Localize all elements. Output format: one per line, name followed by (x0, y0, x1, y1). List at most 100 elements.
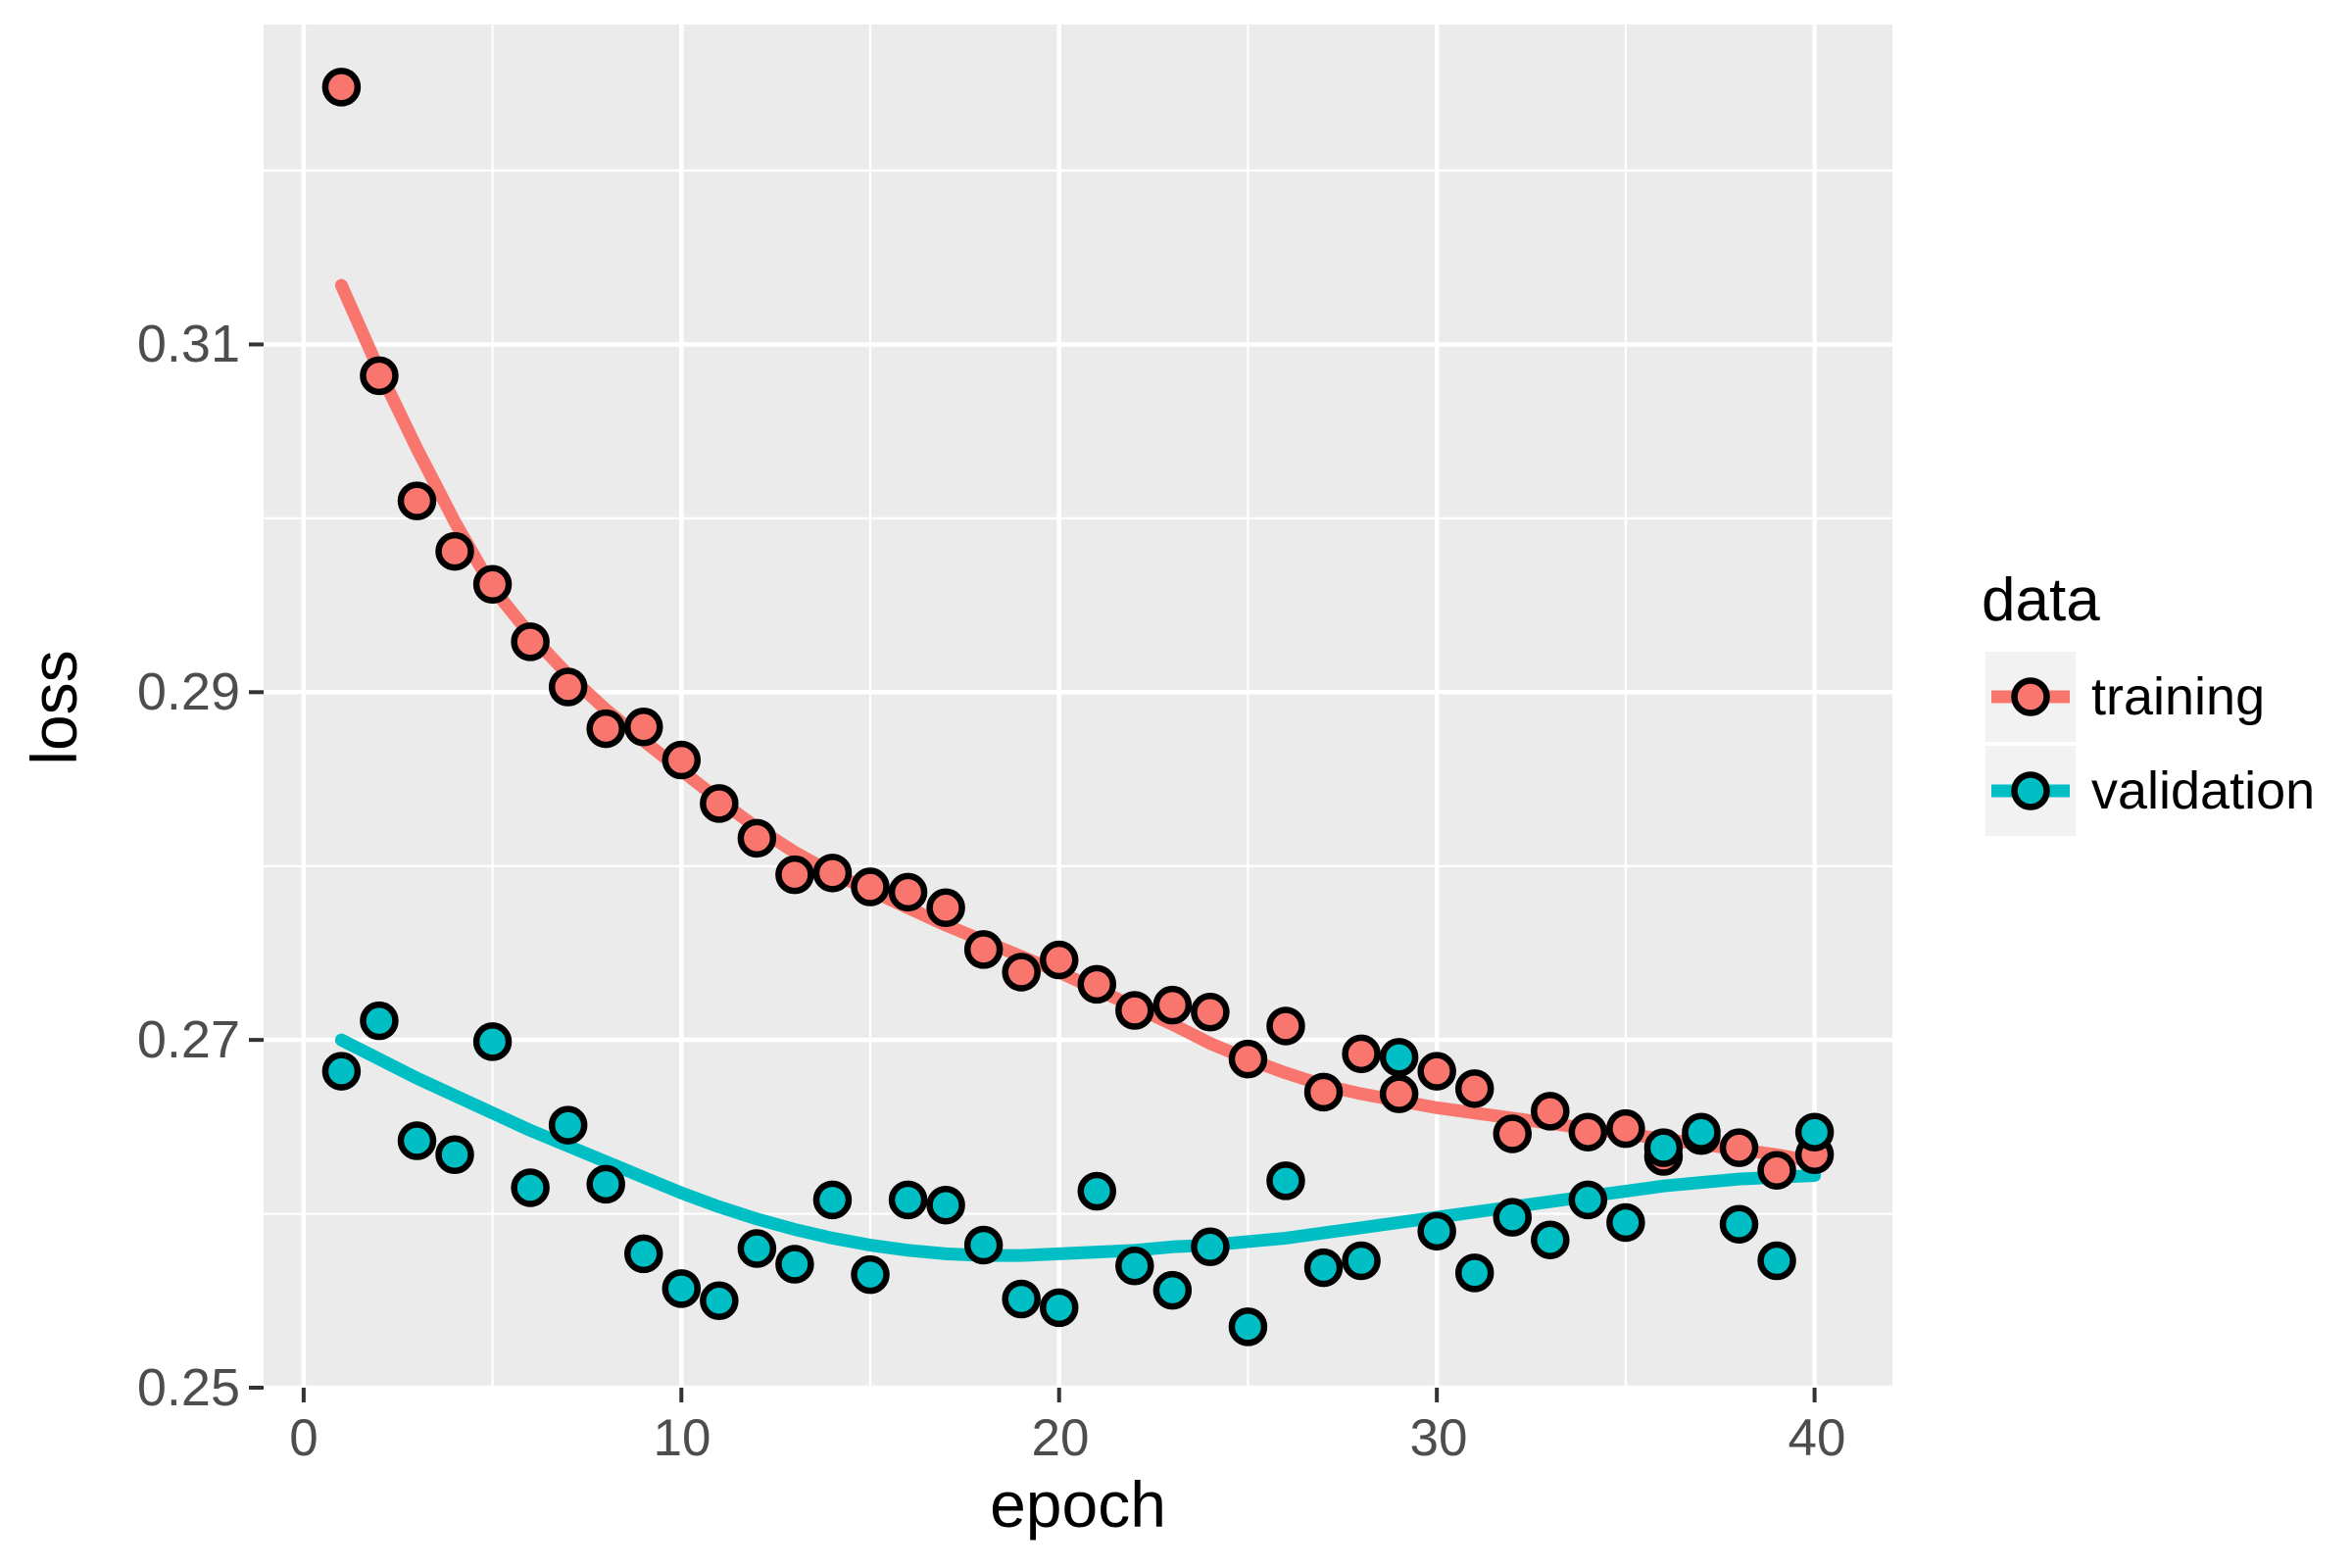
y-tick-label: 0.31 (136, 315, 240, 373)
training-point (1039, 940, 1079, 980)
validation-point (1152, 1270, 1193, 1310)
validation-point (511, 1168, 550, 1207)
training-point (1303, 1072, 1344, 1112)
minor-gridlines (264, 24, 1892, 1388)
training-point (1191, 993, 1230, 1032)
training-point (472, 564, 513, 605)
axis-ticks (249, 342, 1817, 1402)
training-point (1719, 1128, 1759, 1167)
training-point (775, 855, 814, 895)
training-point (812, 854, 853, 893)
validation-point (812, 1180, 853, 1220)
validation-point (321, 1052, 362, 1091)
validation-point (926, 1185, 965, 1225)
validation-point (851, 1254, 890, 1295)
validation-point (1039, 1288, 1079, 1328)
training-point (1342, 1034, 1381, 1074)
training-point (737, 818, 777, 858)
validation-point (623, 1234, 663, 1274)
validation-point (700, 1281, 739, 1321)
validation-point (1228, 1307, 1268, 1347)
training-point (623, 708, 663, 747)
training-point (1115, 991, 1154, 1030)
validation-point (775, 1245, 814, 1284)
validation-point (360, 1001, 399, 1041)
training-point (926, 888, 965, 928)
legend-title: data (1982, 566, 2100, 634)
legend-key-point (2011, 771, 2050, 810)
training-point (1493, 1114, 1533, 1153)
training-point (1568, 1112, 1608, 1152)
training-point (435, 531, 474, 571)
training-point (397, 481, 437, 520)
validation-point (963, 1225, 1004, 1265)
validation-point (1266, 1161, 1305, 1200)
validation-point (548, 1105, 588, 1145)
training-point (548, 667, 588, 707)
x-tick-label: 0 (289, 1409, 318, 1467)
training-point (963, 930, 1004, 969)
validation-point (1379, 1038, 1419, 1077)
training-point (1152, 985, 1193, 1025)
training-point (360, 356, 399, 396)
validation-point (1493, 1198, 1533, 1237)
training-point (1757, 1151, 1796, 1190)
x-tick-label: 10 (653, 1409, 711, 1467)
validation-point (1757, 1241, 1796, 1281)
training-point (662, 740, 702, 780)
training-point (511, 622, 550, 662)
validation-point (1191, 1227, 1230, 1267)
validation-points (321, 1001, 1835, 1347)
legend-keys (1985, 652, 2076, 836)
validation-point (737, 1229, 777, 1268)
legend-label-validation: validation (2091, 761, 2316, 820)
validation-point (1794, 1112, 1835, 1152)
training-point (1531, 1092, 1570, 1131)
validation-point (888, 1180, 928, 1220)
training-point (586, 709, 625, 749)
validation-point (1002, 1279, 1041, 1319)
validation-point (1643, 1128, 1684, 1167)
training-point (1417, 1052, 1456, 1091)
legend-key-point (2011, 677, 2050, 716)
validation-point (1342, 1241, 1381, 1281)
validation-point (1719, 1204, 1759, 1244)
validation-point (397, 1121, 437, 1160)
y-axis-title: loss (18, 650, 90, 765)
major-gridlines (264, 24, 1892, 1391)
validation-point (1417, 1211, 1456, 1251)
validation-point (1115, 1247, 1154, 1286)
training-point (1002, 953, 1041, 992)
x-tick-label: 30 (1409, 1409, 1468, 1467)
plot-panel (264, 24, 1892, 1388)
validation-point (1531, 1220, 1570, 1259)
validation-point (1682, 1112, 1721, 1152)
training-point (1606, 1108, 1645, 1149)
x-tick-label: 20 (1031, 1409, 1090, 1467)
validation-point (1303, 1248, 1344, 1288)
validation-point (472, 1022, 513, 1061)
y-tick-label: 0.25 (136, 1358, 240, 1417)
training-point (321, 68, 362, 107)
training-point (851, 867, 890, 906)
training-point (1228, 1039, 1268, 1079)
training-point (1454, 1069, 1494, 1108)
y-tick-label: 0.27 (136, 1010, 240, 1069)
validation-point (1077, 1171, 1117, 1211)
training-point (1379, 1074, 1419, 1113)
validation-point (1454, 1253, 1494, 1293)
training-point (1266, 1006, 1305, 1046)
x-axis-title: epoch (990, 1468, 1166, 1541)
y-tick-label: 0.29 (136, 662, 240, 721)
legend-label-training: training (2091, 667, 2266, 726)
training-point (888, 872, 928, 912)
validation-point (1568, 1180, 1608, 1220)
x-tick-label: 40 (1788, 1409, 1846, 1467)
validation-point (1606, 1202, 1645, 1243)
validation-point (662, 1269, 702, 1308)
training-point (1077, 964, 1117, 1004)
training-point (700, 784, 739, 823)
validation-point (586, 1164, 625, 1204)
